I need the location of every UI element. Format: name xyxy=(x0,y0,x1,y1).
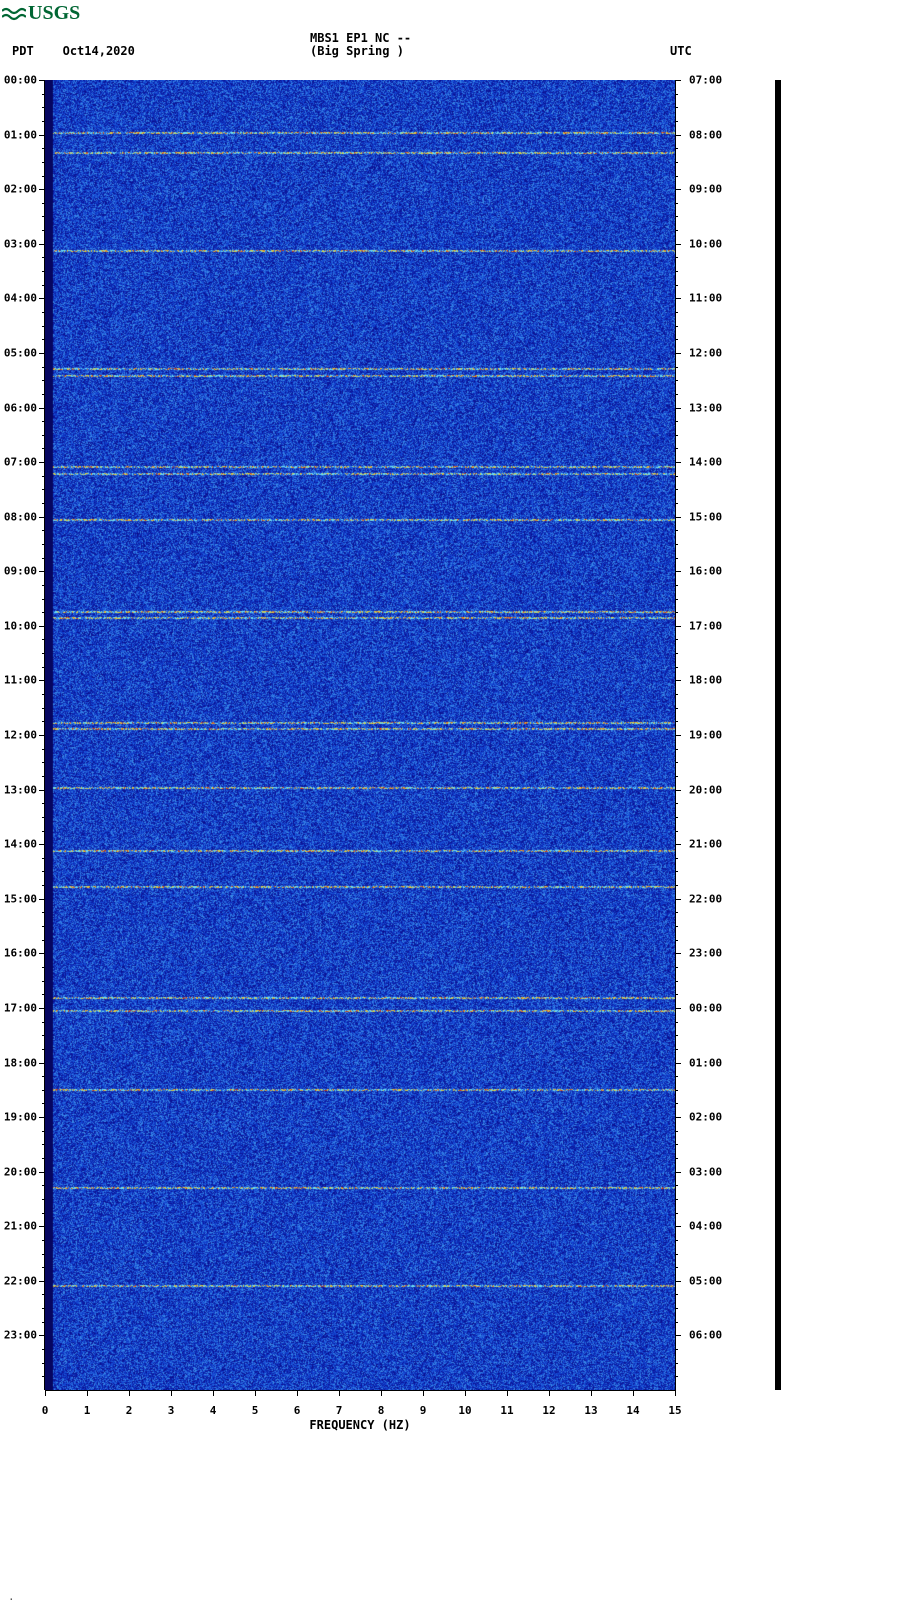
right-tick-label: 08:00 xyxy=(689,128,722,141)
freq-tick-label: 2 xyxy=(126,1404,133,1417)
freq-tick-label: 12 xyxy=(542,1404,555,1417)
right-tick-label: 14:00 xyxy=(689,456,722,469)
right-tick-label: 10:00 xyxy=(689,237,722,250)
left-tick-label: 08:00 xyxy=(4,510,37,523)
right-tick-label: 22:00 xyxy=(689,892,722,905)
right-tick-label: 06:00 xyxy=(689,1329,722,1342)
left-tick-label: 20:00 xyxy=(4,1165,37,1178)
right-tick-label: 02:00 xyxy=(689,1111,722,1124)
right-tick-label: 01:00 xyxy=(689,1056,722,1069)
frequency-axis: FREQUENCY (HZ) 0123456789101112131415 xyxy=(45,1390,675,1430)
right-tick-label: 21:00 xyxy=(689,838,722,851)
left-tick-label: 19:00 xyxy=(4,1111,37,1124)
left-tick-label: 13:00 xyxy=(4,783,37,796)
left-tick-label: 09:00 xyxy=(4,565,37,578)
left-tick-label: 01:00 xyxy=(4,128,37,141)
freq-tick-label: 14 xyxy=(626,1404,639,1417)
freq-tick-label: 9 xyxy=(420,1404,427,1417)
right-tick-label: 13:00 xyxy=(689,401,722,414)
spectrogram-canvas xyxy=(45,80,675,1390)
left-tick-label: 00:00 xyxy=(4,74,37,87)
left-tick-label: 11:00 xyxy=(4,674,37,687)
left-tick-label: 06:00 xyxy=(4,401,37,414)
x-axis-label: FREQUENCY (HZ) xyxy=(309,1418,410,1432)
right-time-axis: 07:0008:0009:0010:0011:0012:0013:0014:00… xyxy=(675,80,735,1390)
right-tick-label: 23:00 xyxy=(689,947,722,960)
freq-tick-label: 8 xyxy=(378,1404,385,1417)
right-tick-label: 17:00 xyxy=(689,619,722,632)
freq-tick-label: 5 xyxy=(252,1404,259,1417)
freq-tick-label: 3 xyxy=(168,1404,175,1417)
header-center: MBS1 EP1 NC -- (Big Spring ) xyxy=(310,32,411,58)
left-tick-label: 15:00 xyxy=(4,892,37,905)
freq-tick-label: 1 xyxy=(84,1404,91,1417)
right-tick-label: 16:00 xyxy=(689,565,722,578)
footer-mark: . xyxy=(8,1590,15,1603)
right-tick-label: 15:00 xyxy=(689,510,722,523)
left-tick-label: 05:00 xyxy=(4,346,37,359)
spectrogram-plot xyxy=(45,80,675,1390)
right-tick-label: 18:00 xyxy=(689,674,722,687)
freq-tick-label: 4 xyxy=(210,1404,217,1417)
usgs-logo-text: USGS xyxy=(28,2,80,25)
right-tick-label: 11:00 xyxy=(689,292,722,305)
usgs-wave-icon xyxy=(2,5,26,23)
freq-tick-label: 7 xyxy=(336,1404,343,1417)
header-left: PDT Oct14,2020 xyxy=(12,44,135,58)
right-tick-label: 00:00 xyxy=(689,1001,722,1014)
right-tick-label: 19:00 xyxy=(689,729,722,742)
header-date: Oct14,2020 xyxy=(63,44,135,58)
left-tick-label: 17:00 xyxy=(4,1001,37,1014)
left-tick-label: 14:00 xyxy=(4,838,37,851)
tz-right-label: UTC xyxy=(670,44,692,58)
right-tick-label: 07:00 xyxy=(689,74,722,87)
station-line2: (Big Spring ) xyxy=(310,45,411,58)
left-tick-label: 07:00 xyxy=(4,456,37,469)
left-tick-label: 21:00 xyxy=(4,1220,37,1233)
left-tick-label: 18:00 xyxy=(4,1056,37,1069)
right-tick-label: 09:00 xyxy=(689,183,722,196)
left-tick-label: 12:00 xyxy=(4,729,37,742)
freq-tick-label: 10 xyxy=(458,1404,471,1417)
left-tick-label: 02:00 xyxy=(4,183,37,196)
left-tick-label: 10:00 xyxy=(4,619,37,632)
freq-tick-label: 0 xyxy=(42,1404,49,1417)
freq-tick-label: 6 xyxy=(294,1404,301,1417)
colorbar-strip xyxy=(775,80,781,1390)
left-tick-label: 23:00 xyxy=(4,1329,37,1342)
freq-tick-label: 11 xyxy=(500,1404,513,1417)
usgs-logo: USGS xyxy=(2,2,80,25)
left-tick-label: 04:00 xyxy=(4,292,37,305)
freq-tick-label: 15 xyxy=(668,1404,681,1417)
freq-tick-label: 13 xyxy=(584,1404,597,1417)
right-tick-label: 05:00 xyxy=(689,1274,722,1287)
left-tick-label: 16:00 xyxy=(4,947,37,960)
right-tick-label: 03:00 xyxy=(689,1165,722,1178)
right-tick-label: 20:00 xyxy=(689,783,722,796)
left-tick-label: 22:00 xyxy=(4,1274,37,1287)
right-tick-label: 12:00 xyxy=(689,346,722,359)
right-tick-label: 04:00 xyxy=(689,1220,722,1233)
tz-left-label: PDT xyxy=(12,44,34,58)
left-tick-label: 03:00 xyxy=(4,237,37,250)
left-time-axis: 00:0001:0002:0003:0004:0005:0006:0007:00… xyxy=(0,80,45,1390)
header-right: UTC xyxy=(670,44,692,58)
